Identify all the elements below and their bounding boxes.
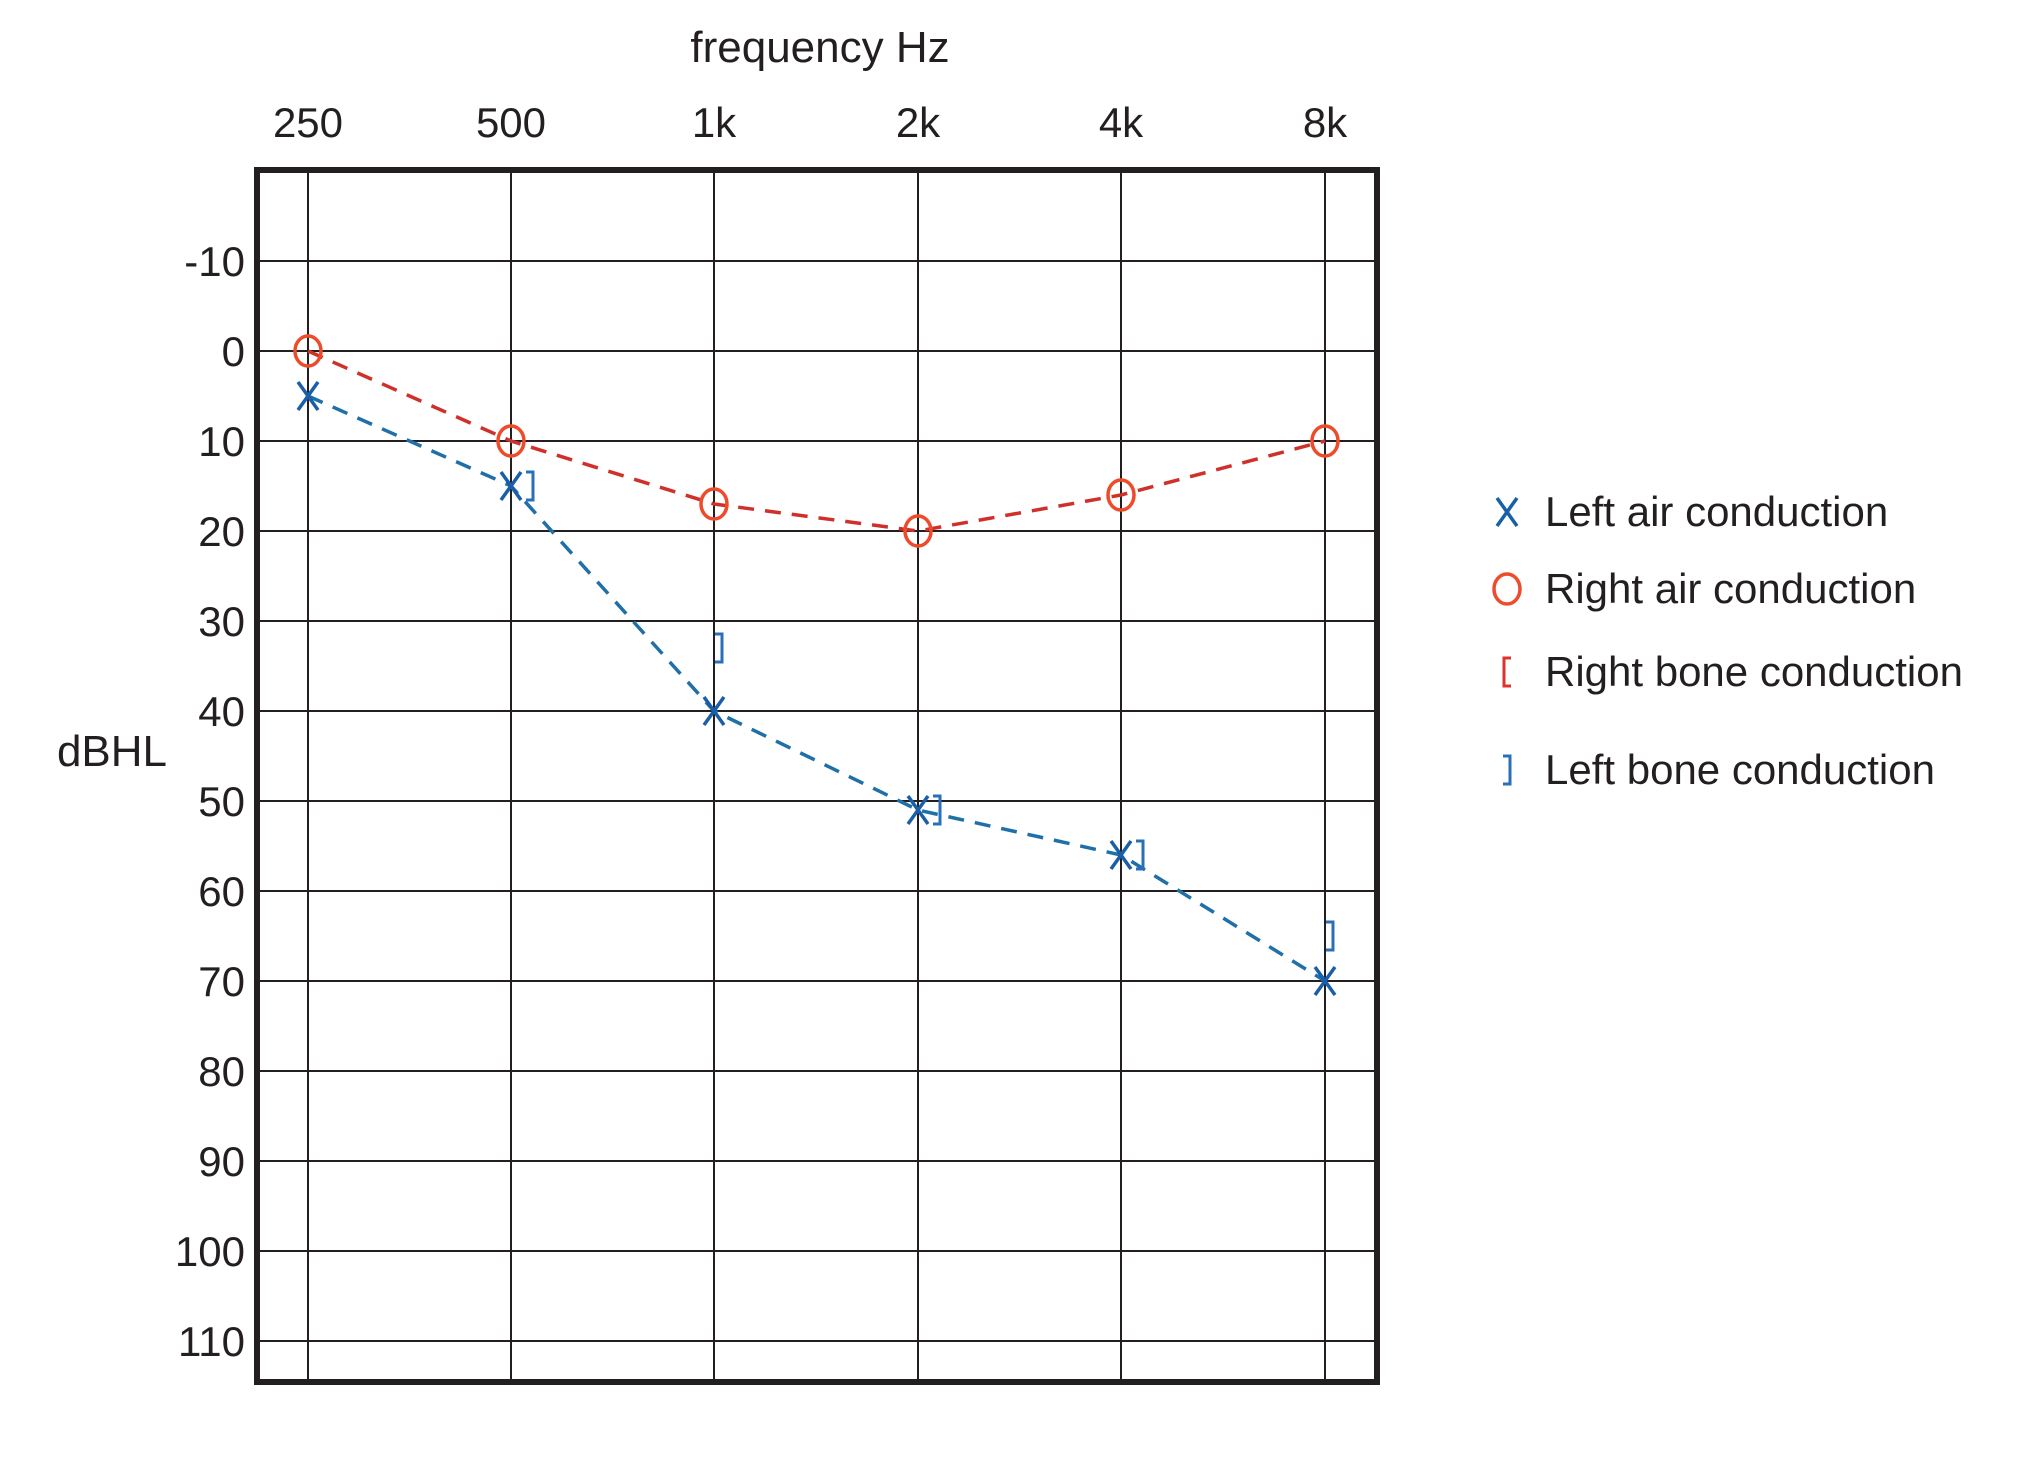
marker-left-air-4k	[1109, 839, 1133, 871]
legend-label: Right bone conduction	[1545, 648, 1963, 695]
marker-right-air-500	[496, 424, 526, 458]
marker-right-air-2k	[903, 514, 933, 548]
x-stroke	[499, 470, 523, 502]
marker-left-bone-8k	[1326, 920, 1335, 952]
x-tick-labels: 250 500 1k 2k 4k 8k	[273, 99, 1348, 146]
x-tick-label: 500	[476, 99, 546, 146]
x-tick-label: 250	[273, 99, 343, 146]
y-axis-label: dBHL	[57, 727, 167, 776]
y-tick-label: 10	[198, 418, 245, 465]
y-tick-label: 90	[198, 1138, 245, 1185]
y-tick-label: 70	[198, 958, 245, 1005]
legend-label: Right air conduction	[1545, 565, 1916, 612]
y-tick-label: 0	[222, 328, 245, 375]
legend-label: Left bone conduction	[1545, 746, 1935, 793]
y-tick-label: 30	[198, 598, 245, 645]
marker-left-bone-1k	[715, 632, 724, 664]
y-tick-label: 50	[198, 778, 245, 825]
x-axis-label: frequency Hz	[690, 23, 949, 72]
x-stroke	[1109, 839, 1133, 871]
y-tick-label: 80	[198, 1048, 245, 1095]
marker-left-bone-500	[526, 470, 535, 502]
marker-right-air-1k	[699, 487, 729, 521]
y-tick-labels: -10 0 10 20 30 40 50 60 70 80 90 100 110	[175, 238, 245, 1365]
series-line-0	[307, 394, 1326, 983]
x-tick-label: 4k	[1099, 99, 1144, 146]
legend: Left air conduction Right air conduction R…	[1492, 488, 1963, 793]
marker-left-air-1k	[702, 695, 726, 727]
plot-frame	[254, 167, 1380, 1385]
legend-marker-left-air	[1495, 496, 1519, 528]
marker-right-air-4k	[1106, 478, 1136, 512]
marker-left-air-2k	[906, 794, 930, 826]
x-stroke	[1495, 496, 1519, 528]
x-tick-label: 8k	[1303, 99, 1348, 146]
series-lines	[307, 349, 1326, 983]
x-stroke	[296, 380, 320, 412]
marker-left-bone-2k	[933, 794, 942, 826]
legend-label: Left air conduction	[1545, 488, 1888, 535]
marker-left-air-8k	[1313, 965, 1337, 997]
plot-grid	[257, 170, 1377, 1382]
y-tick-label: 100	[175, 1228, 245, 1275]
y-tick-label: -10	[184, 238, 245, 285]
x-stroke	[1313, 965, 1337, 997]
marker-left-air-500	[499, 470, 523, 502]
marker-right-air-8k	[1310, 424, 1340, 458]
x-tick-label: 2k	[896, 99, 941, 146]
marker-left-bone-4k	[1136, 839, 1145, 871]
x-stroke	[906, 794, 930, 826]
legend-marker-right-air	[1492, 572, 1522, 606]
legend-marker-right-bone	[1502, 656, 1511, 688]
marker-left-air-250	[296, 380, 320, 412]
y-tick-label: 40	[198, 688, 245, 735]
y-tick-label: 20	[198, 508, 245, 555]
y-tick-label: 60	[198, 868, 245, 915]
x-stroke	[702, 695, 726, 727]
x-tick-label: 1k	[692, 99, 737, 146]
legend-marker-left-bone	[1503, 754, 1512, 786]
marker-right-air-250	[293, 334, 323, 368]
data-markers	[293, 334, 1340, 997]
y-tick-label: 110	[178, 1318, 245, 1365]
